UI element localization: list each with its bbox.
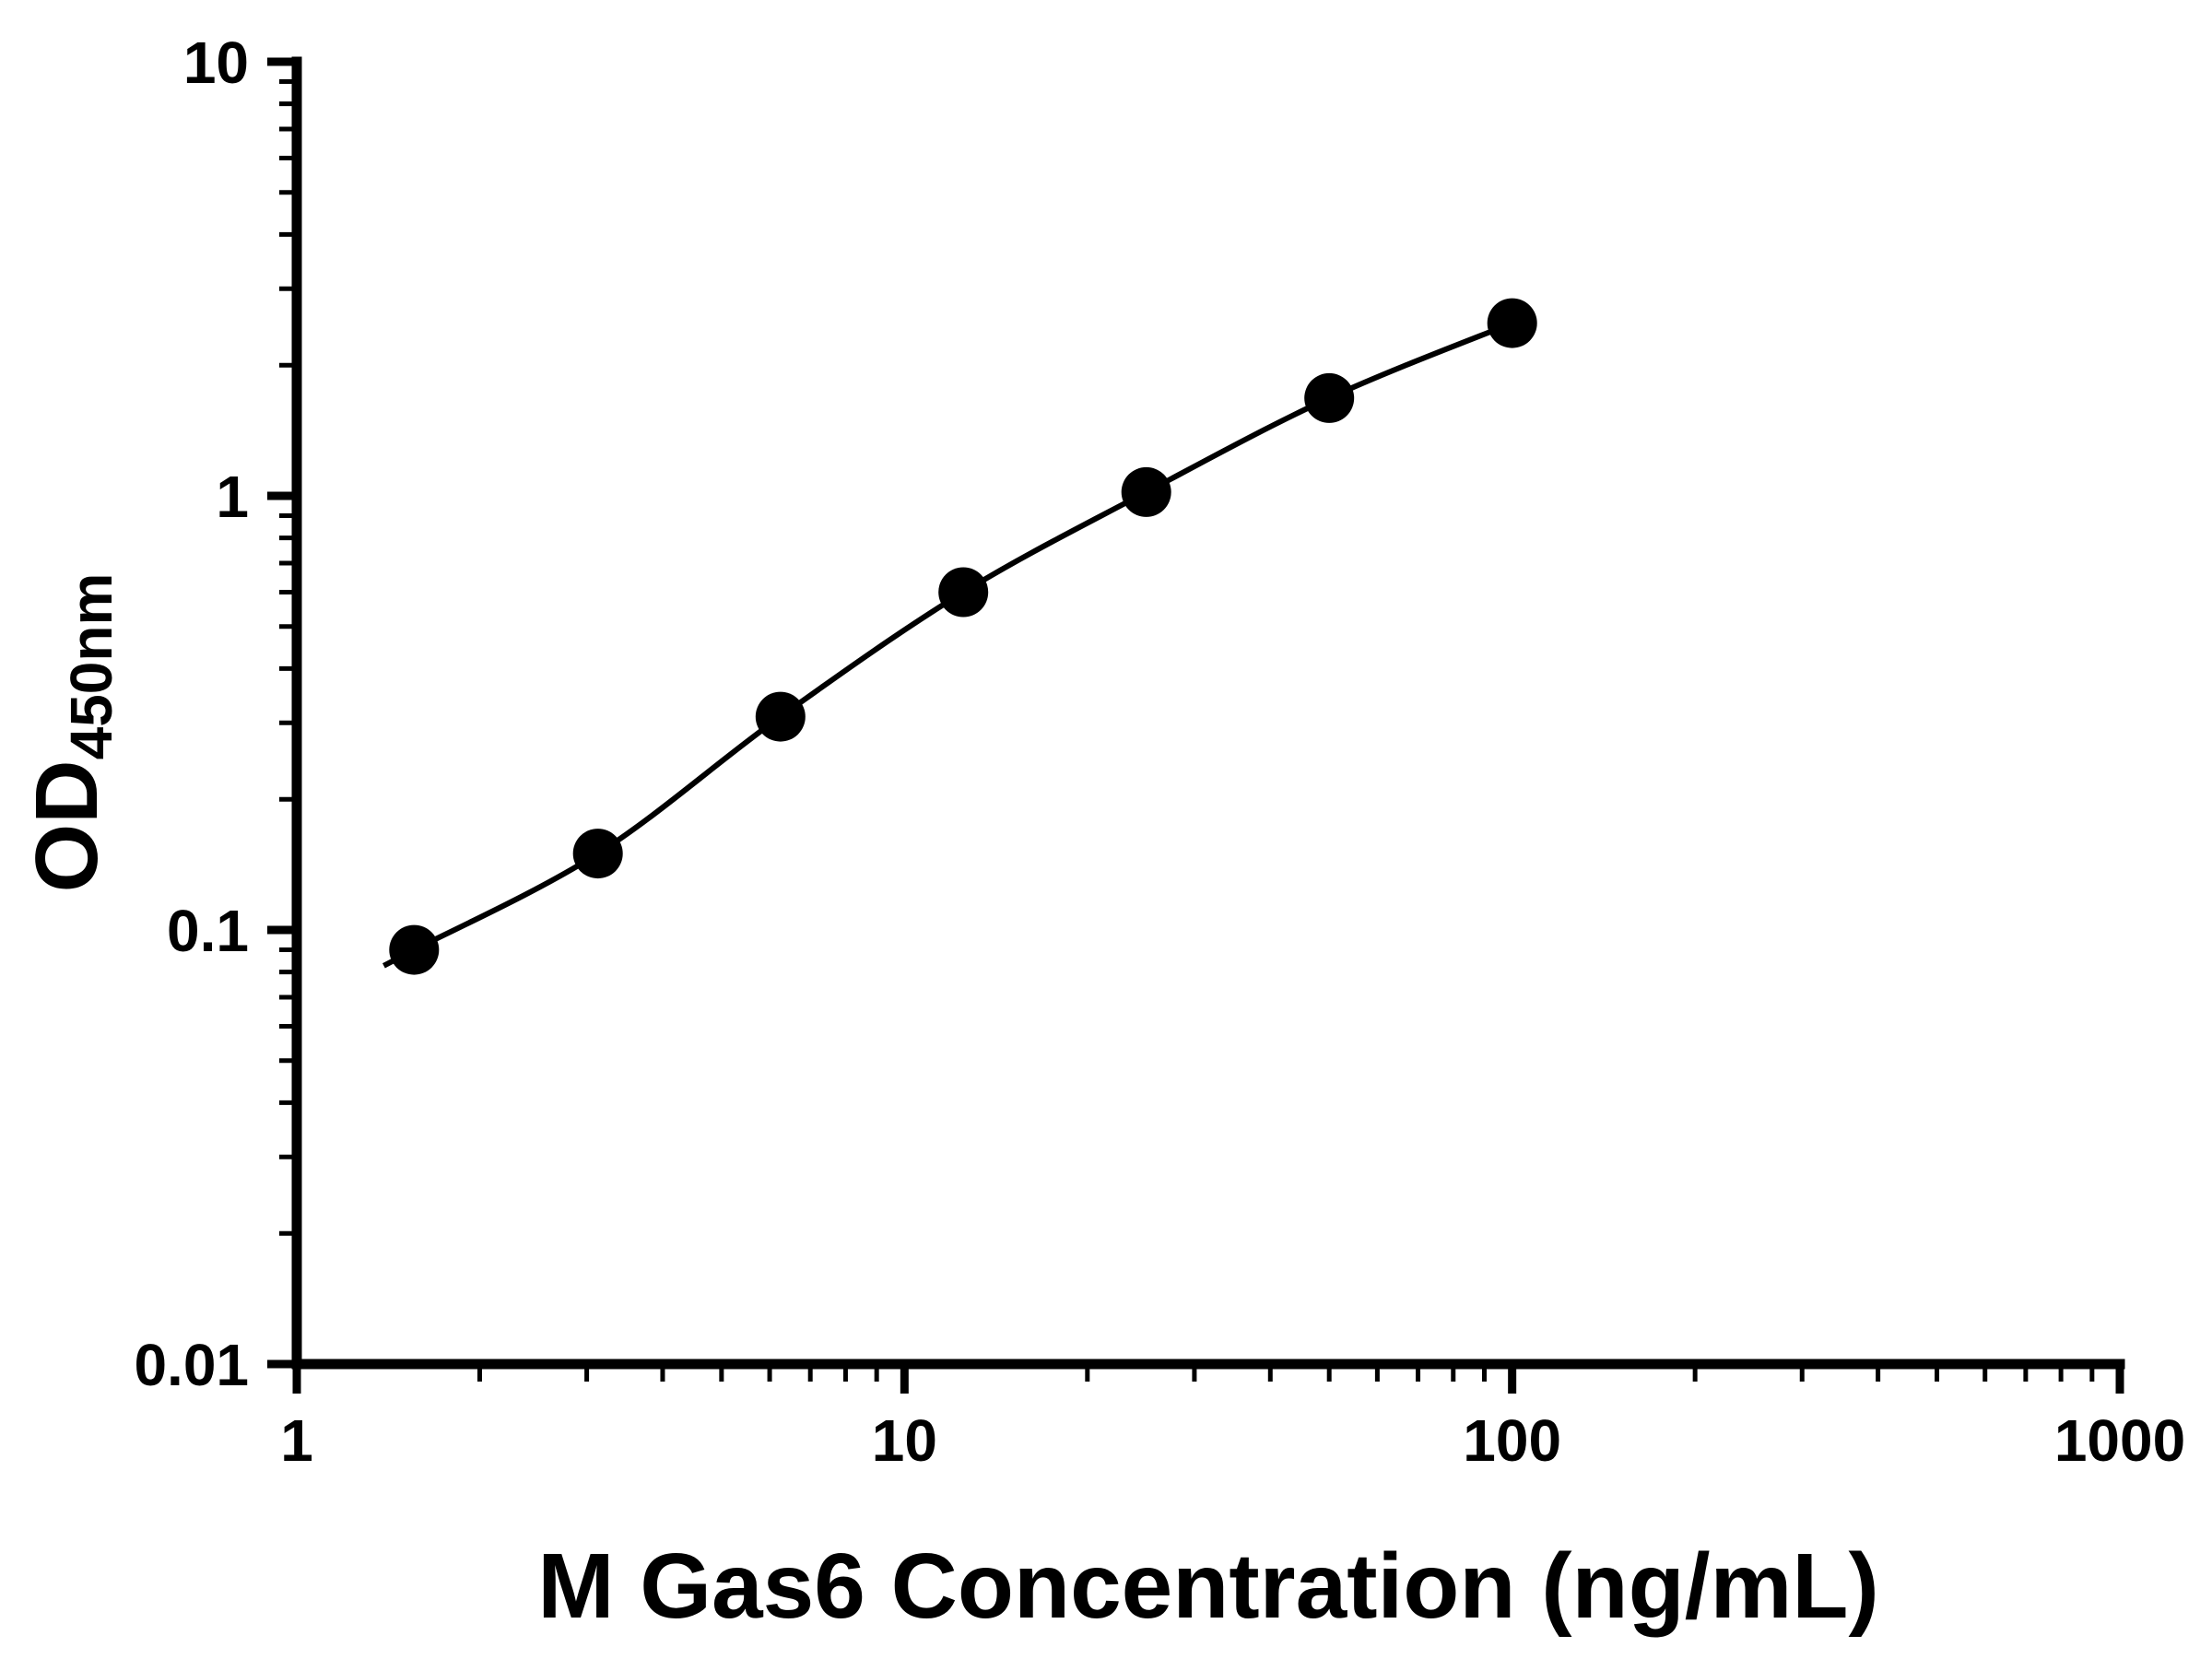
axis-ticks — [267, 57, 2124, 1394]
data-point — [1121, 466, 1171, 517]
y-tick-label: 10 — [183, 29, 249, 96]
x-axis-title: M Gas6 Concentration (ng/mL) — [537, 1535, 1879, 1638]
y-axis-title-subscript: 450nm — [58, 573, 124, 760]
axis-lines — [291, 56, 2125, 1370]
data-point — [755, 691, 806, 742]
x-tick-label: 10 — [872, 1407, 937, 1474]
fit-curve — [382, 320, 1513, 969]
x-tick-label: 1 — [280, 1407, 313, 1474]
axis-tick-labels: 1 10 100 1000 0.01 0.1 1 10 — [134, 29, 2185, 1474]
x-tick-label: 1000 — [2054, 1407, 2185, 1474]
y-axis-title: OD450nm — [18, 573, 124, 893]
y-tick-label: 1 — [216, 464, 249, 530]
data-point — [572, 829, 623, 879]
data-points — [389, 298, 1537, 975]
data-point — [1304, 372, 1355, 423]
x-tick-label: 100 — [1463, 1407, 1561, 1474]
y-tick-label: 0.01 — [134, 1332, 249, 1398]
data-point — [1487, 298, 1537, 348]
data-point — [389, 924, 440, 975]
y-axis-title-main: OD — [18, 759, 116, 892]
y-tick-label: 0.1 — [167, 898, 249, 964]
data-point — [938, 567, 989, 618]
